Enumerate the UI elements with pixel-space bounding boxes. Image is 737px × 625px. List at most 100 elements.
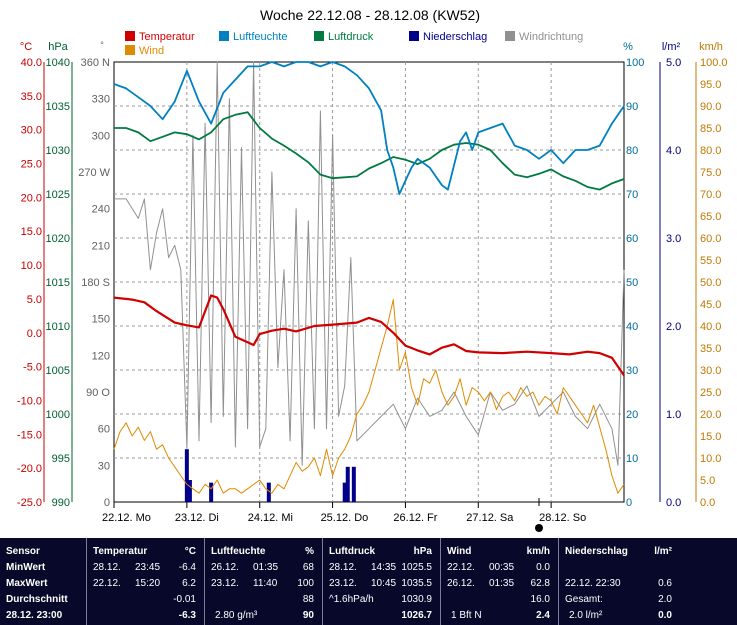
- hum-unit-label: %: [623, 41, 633, 53]
- wind-unit: km/h: [526, 546, 550, 557]
- temp-tick-label: 20.0: [21, 192, 42, 204]
- press-tick-label: 1020: [46, 233, 70, 245]
- col-rain: Niederschlag l/m² 22.12. 22:30 0.6 Gesam…: [559, 538, 676, 625]
- stats-table: Sensor MinWert MaxWert Durchschnitt 28.1…: [0, 538, 737, 625]
- wind-tick-label: 100.0: [700, 57, 728, 69]
- wind-tick-label: 75.0: [700, 167, 721, 179]
- chart-legend: Temperatur Luftfeuchte Luftdruck Niederschl…: [125, 31, 583, 57]
- wind-tick-label: 25.0: [700, 387, 721, 399]
- hum-min-date: 26.12.: [211, 562, 239, 573]
- rain-bar: [184, 449, 189, 502]
- press-tick-label: 1030: [46, 145, 70, 157]
- rain-max-value: 0.6: [658, 578, 672, 589]
- wind-tick-label: 15.0: [700, 431, 721, 443]
- col-wind: Wind km/h 22.12. 00:35 0.0 26.12. 01:35 …: [441, 538, 559, 625]
- rain-bars: [184, 449, 356, 502]
- press-max-time: 10:45: [371, 578, 397, 589]
- wind-tick-label: 85.0: [700, 123, 721, 135]
- press-min-value: 1025.5: [401, 562, 432, 573]
- hum-current: 90: [302, 610, 314, 621]
- legend-label: Luftdruck: [328, 31, 374, 43]
- series-lines: [113, 61, 625, 494]
- rain-tick-label: 5.0: [666, 57, 681, 69]
- wind-header: Wind: [447, 546, 472, 557]
- hum-tick-label: 30: [626, 365, 638, 377]
- wind-tick-label: 55.0: [700, 255, 721, 267]
- legend-swatch: [409, 31, 419, 41]
- press-trend: ^1.6hPa/h: [329, 594, 374, 605]
- x-tick-label: 22.12. Mo: [102, 512, 151, 524]
- press-max-date: 23.12.: [329, 578, 357, 589]
- temp-tick-label: 35.0: [21, 91, 42, 103]
- wind-bft-dir: 1 Bft N: [451, 610, 482, 621]
- col-sensor: Sensor MinWert MaxWert Durchschnitt 28.1…: [0, 538, 87, 625]
- temp-tick-label: -10.0: [17, 395, 42, 407]
- hum-unit: %: [305, 546, 314, 557]
- temp-tick-label: -20.0: [17, 463, 42, 475]
- temp-tick-label: 40.0: [21, 57, 42, 69]
- rain-bar: [187, 480, 192, 502]
- legend-label: Temperatur: [139, 31, 195, 43]
- temp-current: -6.3: [178, 610, 196, 621]
- dir-tick-label: 30: [98, 460, 110, 472]
- rain-tick-label: 1.0: [666, 409, 681, 421]
- temp-max-time: 15:20: [135, 578, 161, 589]
- press-max-value: 1035.5: [401, 578, 432, 589]
- hum-tick-label: 100: [626, 57, 644, 69]
- press-tick-label: 990: [52, 497, 70, 509]
- hum-max-time: 11:40: [253, 578, 278, 589]
- now-marker-icon: [535, 524, 543, 532]
- press-tick-label: 1035: [46, 101, 70, 113]
- hum-min-time: 01:35: [253, 562, 279, 573]
- press-unit: hPa: [413, 546, 432, 557]
- wind-tick-label: 40.0: [700, 321, 721, 333]
- wind-min-value: 0.0: [536, 562, 550, 573]
- temp-tick-label: -5.0: [23, 362, 42, 374]
- hum-max-date: 23.12.: [211, 578, 239, 589]
- hum-tick-label: 0: [626, 497, 632, 509]
- press-tick-label: 1000: [46, 409, 70, 421]
- hum-header: Luftfeuchte: [211, 546, 266, 557]
- series-line-luftdruck: [114, 111, 625, 191]
- row-max-label: MaxWert: [6, 578, 48, 589]
- dir-tick-label: 180 S: [81, 277, 110, 289]
- wind-max-value: 62.8: [530, 578, 550, 589]
- rain-unit: l/m²: [654, 546, 672, 557]
- wind-tick-label: 30.0: [700, 365, 721, 377]
- wind-unit-label: km/h: [699, 41, 723, 53]
- rain-tick-label: 0.0: [666, 497, 681, 509]
- wind-tick-label: 35.0: [700, 343, 721, 355]
- dir-tick-label: 0: [104, 497, 110, 509]
- rain-bar: [266, 482, 271, 502]
- press-min-time: 14:35: [371, 562, 397, 573]
- press-tick-label: 1040: [46, 57, 70, 69]
- rain-bar: [345, 466, 350, 502]
- series-line-wind: [113, 299, 625, 494]
- wind-tick-label: 20.0: [700, 409, 721, 421]
- temp-tick-label: -15.0: [17, 429, 42, 441]
- dir-tick-label: 330: [92, 94, 110, 106]
- dir-tick-label: 270 W: [78, 167, 110, 179]
- hum-tick-label: 20: [626, 409, 638, 421]
- press-min-date: 28.12.: [329, 562, 357, 573]
- press-tick-label: 1015: [46, 277, 70, 289]
- series-line-luftfeuchte: [113, 61, 625, 195]
- wind-tick-label: 60.0: [700, 233, 721, 245]
- dir-tick-label: 360 N: [81, 57, 110, 69]
- col-pressure: Luftdruck hPa 28.12. 14:35 1025.5 23.12.…: [323, 538, 441, 625]
- press-tick-label: 995: [52, 453, 70, 465]
- dir-unit-label: °: [100, 40, 104, 50]
- hum-tick-label: 60: [626, 233, 638, 245]
- press-tick-label: 1025: [46, 189, 70, 201]
- wind-tick-label: 50.0: [700, 277, 721, 289]
- press-unit-label: hPa: [48, 41, 68, 53]
- rain-tick-label: 3.0: [666, 233, 681, 245]
- col-temperature: Temperatur °C 28.12. 23:45 -6.4 22.12. 1…: [87, 538, 205, 625]
- row-avg-label: Durchschnitt: [6, 594, 68, 605]
- dir-tick-label: 60: [98, 424, 110, 436]
- temp-unit-label: °C: [20, 41, 32, 53]
- wind-tick-label: 80.0: [700, 145, 721, 157]
- temp-header: Temperatur: [93, 546, 148, 557]
- rain-tick-label: 2.0: [666, 321, 681, 333]
- rain-today: 2.0 l/m²: [569, 610, 603, 621]
